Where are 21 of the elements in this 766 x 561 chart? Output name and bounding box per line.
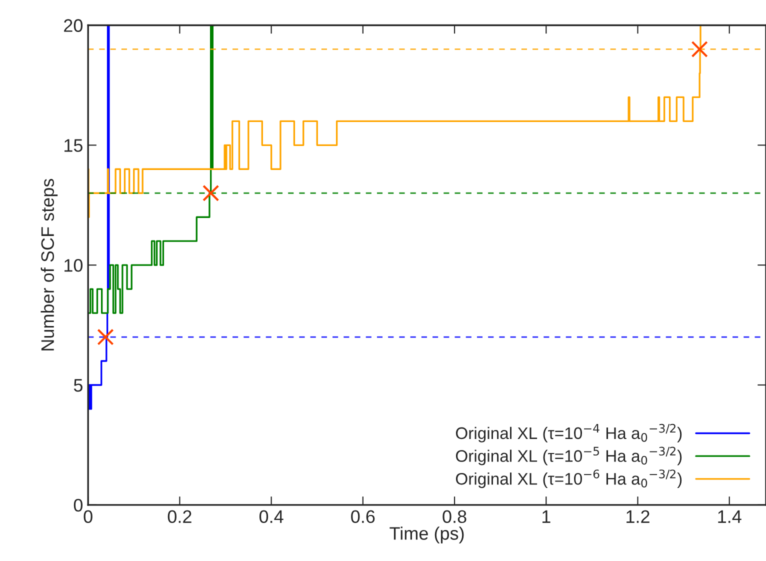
y-tick-label: 20 — [64, 19, 83, 32]
x-tick-label: 1.4 — [718, 510, 742, 523]
point — [97, 328, 114, 346]
x-tick-label: 0.2 — [168, 510, 192, 524]
x-tick-label: 1 — [542, 510, 550, 523]
y-tick-label: 10 — [64, 259, 83, 272]
x-tick-label: 0.6 — [351, 510, 375, 524]
x-tick-label: 0.4 — [259, 510, 284, 524]
x-tick-label: 1.2 — [626, 510, 650, 523]
legend-label: Original XL (τ=10$^{−5}$ Ha a$_{0}$$^{−3/2}$) — [456, 446, 682, 466]
x-tick-label: 0 — [84, 510, 92, 524]
x-tick-label: 0.8 — [442, 510, 466, 524]
point — [202, 184, 220, 202]
y-tick-label: 5 — [74, 379, 82, 392]
x-axis-title: Time (ps) — [390, 526, 464, 544]
legend-label: Original XL (τ=10$^{−4}$ Ha a$_{0}$$^{−3/2}$) — [456, 424, 682, 442]
y-tick-label: 15 — [64, 139, 82, 152]
y-tick-label: 0 — [74, 498, 83, 512]
point — [691, 40, 708, 58]
legend-label: Original XL (τ=10$^{−6}$ Ha a$_{0}$$^{−3/2}$) — [456, 470, 682, 488]
y-axis-title: Number of SCF steps — [40, 178, 58, 350]
